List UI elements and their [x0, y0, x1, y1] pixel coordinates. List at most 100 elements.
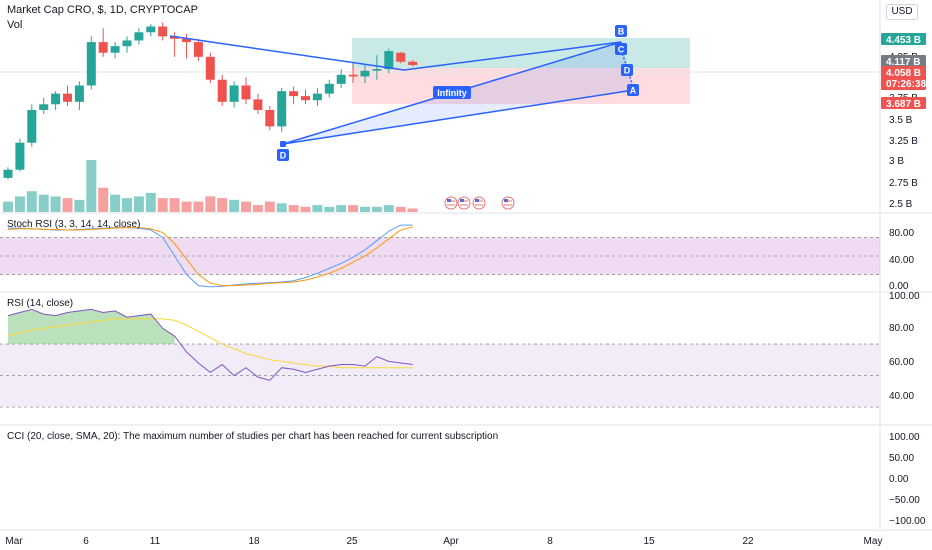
volume-bar — [205, 196, 216, 212]
candle-body — [110, 46, 120, 53]
us-flag-icon — [501, 196, 515, 210]
pattern-point-label: C — [618, 45, 625, 55]
cci-label: CCI (20, close, SMA, 20): The maximum nu… — [7, 431, 499, 442]
candle-body — [39, 104, 49, 110]
candle-body — [98, 42, 108, 53]
currency-button[interactable]: USD — [886, 4, 918, 20]
volume-label: Vol — [7, 19, 23, 31]
time-axis-tick: 11 — [150, 536, 161, 547]
rsi-ma-series — [7, 318, 413, 369]
volume-bar — [26, 191, 37, 212]
candle-body — [360, 70, 370, 77]
price-axis-tick: 3 B — [889, 156, 904, 167]
volume-bar — [157, 198, 168, 212]
rsi-axis-tick: 40.00 — [889, 391, 914, 402]
candle-body — [324, 83, 334, 94]
volume-bar — [14, 196, 25, 212]
pattern-point-label: D — [280, 151, 287, 161]
time-axis-tick: 25 — [346, 536, 358, 547]
candle-body — [253, 99, 263, 110]
volume-bar — [98, 187, 109, 212]
volume-bar — [300, 206, 311, 212]
pattern-point-label: A — [630, 86, 637, 96]
us-flag-icon — [457, 196, 471, 210]
target-price-tag: 4.453 B — [886, 35, 921, 46]
cci-axis-tick: 0.00 — [889, 474, 909, 485]
candle-body — [217, 79, 227, 102]
candle-body — [51, 93, 61, 105]
rsi-label: RSI (14, close) — [7, 298, 74, 309]
price-axis-tick: 2.75 B — [889, 178, 918, 189]
volume-bar — [50, 196, 61, 212]
pattern-point-label: D — [624, 66, 631, 76]
candle-body — [146, 26, 156, 33]
candle-body — [277, 91, 287, 127]
volume-bar — [3, 201, 13, 212]
pattern-point-one — [280, 141, 286, 147]
candle-body — [122, 40, 132, 47]
current-price-tag-bg — [881, 66, 926, 90]
stoch-axis-tick: 40.00 — [889, 255, 914, 266]
candle-body — [74, 85, 84, 102]
stoch-series-2 — [7, 226, 413, 287]
volume-bar — [74, 199, 85, 212]
countdown-tag: 07:26:38 — [886, 79, 926, 90]
volume-bar — [193, 201, 204, 212]
cci-axis-tick: −50.00 — [889, 495, 920, 506]
candle-body — [372, 69, 382, 71]
time-axis-tick: 18 — [248, 536, 260, 547]
candle-body — [229, 85, 239, 102]
cci-axis-tick: 50.00 — [889, 453, 914, 464]
pattern-point-d — [277, 149, 289, 161]
volume-bar — [264, 201, 275, 212]
cci-axis-tick: 100.00 — [889, 432, 920, 443]
pattern-point-label: B — [618, 27, 625, 37]
candle-body — [289, 91, 299, 97]
candle-body — [170, 36, 180, 39]
infinity-label: Infinity — [437, 88, 467, 98]
rsi-series — [7, 308, 413, 381]
flag-canton — [460, 199, 464, 202]
rsi-axis-tick: 60.00 — [889, 357, 914, 368]
time-axis-tick: 15 — [643, 536, 655, 547]
candle-body — [396, 52, 406, 62]
cci-axis-tick: −100.00 — [889, 516, 926, 527]
candle-body — [15, 142, 25, 170]
rsi-overbought-fill — [8, 309, 175, 345]
pattern-leg-upper — [169, 35, 622, 71]
volume-bar — [395, 206, 406, 212]
rsi-axis-tick: 80.00 — [889, 323, 914, 334]
pattern-point-b — [615, 25, 627, 37]
volume-bar — [38, 194, 49, 212]
pattern-leg-xa — [282, 89, 635, 145]
volume-bar — [145, 192, 156, 212]
candle-body — [241, 85, 251, 100]
stop-price-tag-bg — [881, 97, 926, 109]
volume-bar — [217, 198, 228, 212]
stoch-axis-tick: 0.00 — [889, 281, 909, 292]
us-flag-icon — [444, 196, 458, 210]
volume-bar — [348, 205, 359, 212]
candle-body — [182, 38, 191, 43]
candle-body — [193, 42, 203, 57]
volume-bar — [133, 196, 144, 212]
pattern-point-a — [627, 84, 639, 96]
candle-body — [63, 93, 72, 102]
volume-bar — [336, 205, 347, 212]
price-axis-tick: 3.5 B — [889, 115, 913, 126]
volume-bar — [371, 206, 382, 212]
time-axis-tick: Apr — [443, 536, 459, 547]
volume-bar — [86, 160, 97, 212]
volume-bar — [252, 205, 263, 212]
stoch-axis-tick: 80.00 — [889, 228, 914, 239]
volume-bar — [62, 198, 73, 212]
current-price-tag: 4.058 B — [886, 68, 921, 79]
stoch-rsi-label: Stoch RSI (3, 3, 14, 14, close) — [7, 219, 141, 230]
candle-body — [312, 93, 322, 101]
volume-bar — [241, 201, 251, 212]
us-flag-icon — [472, 196, 486, 210]
price-axis-tick: 3.25 B — [889, 136, 918, 147]
candle-body — [205, 56, 215, 80]
candle-body — [134, 32, 144, 41]
